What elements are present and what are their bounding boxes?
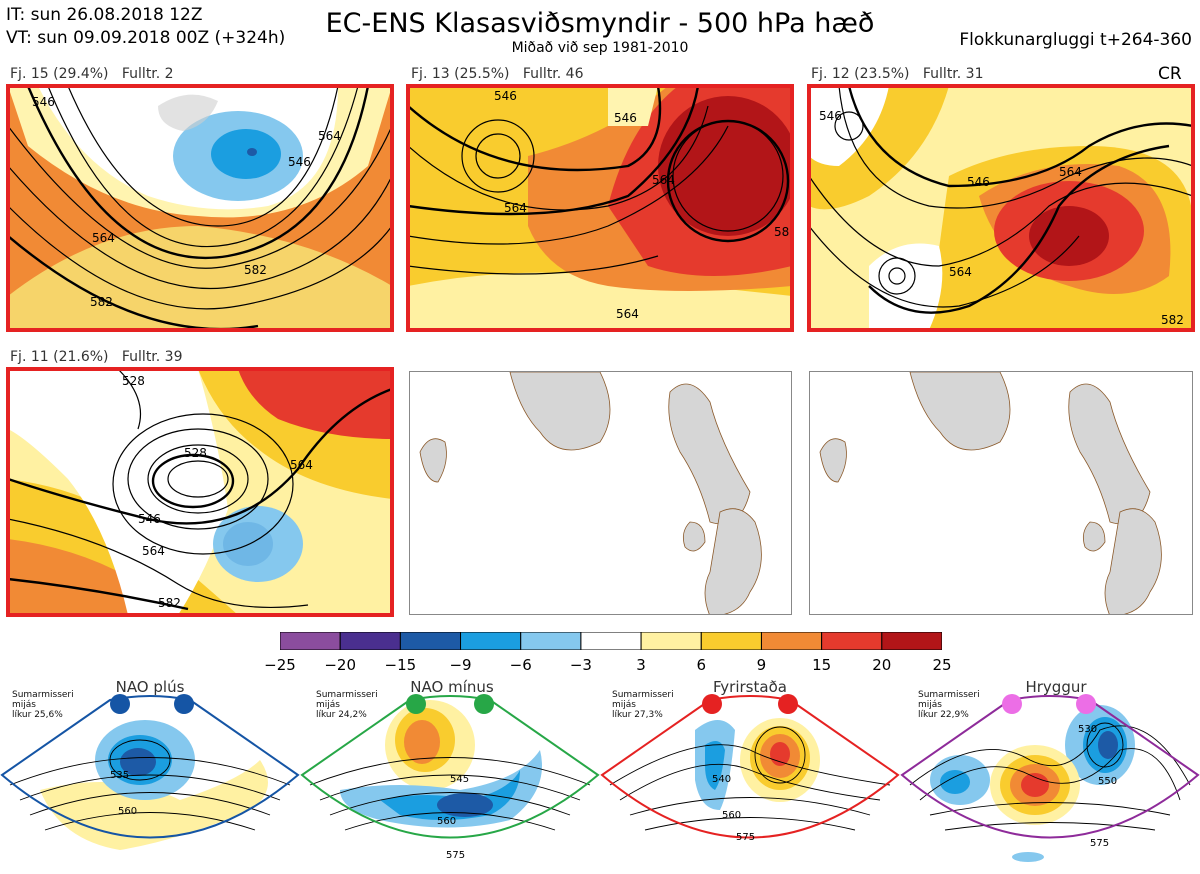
cluster-map-4[interactable]: 528 546 564 564 582 528 [6,367,394,617]
colorbar-cell [339,631,401,651]
regime-4-title: Hryggur [1025,678,1087,696]
svg-text:564: 564 [652,173,675,187]
regime-1-note: Sumarmisseri mijás líkur 25,6% [12,690,74,720]
svg-text:530: 530 [1078,724,1097,735]
colorbar-cell [460,631,522,651]
cluster-map-2[interactable]: 546 564 564 546 564 582 [406,84,794,332]
colorbar-tick-label: −25 [264,656,296,674]
svg-text:560: 560 [118,806,137,817]
colorbar-cell [760,631,823,651]
colorbar-tick-label: 15 [812,656,832,674]
svg-text:564: 564 [142,544,165,558]
svg-text:564: 564 [318,129,341,143]
cluster-map-1[interactable]: 546 564 582 564 546 582 [6,84,394,332]
empty-map-1 [409,371,792,615]
svg-text:546: 546 [967,175,990,189]
colorbar-cell [821,631,883,651]
svg-text:564: 564 [1059,165,1082,179]
cluster-map-3[interactable]: 546 546 564 564 582 [807,84,1195,332]
svg-text:582: 582 [774,225,792,239]
empty-map-2 [809,371,1193,615]
svg-text:564: 564 [504,201,527,215]
regime-2-title: NAO mínus [410,678,494,696]
colorbar-tick-label: 3 [636,656,646,674]
colorbar-cell [580,631,642,651]
svg-text:564: 564 [949,265,972,279]
regime-map-nao-plus[interactable]: 535 560 [0,690,300,870]
svg-text:560: 560 [437,816,456,827]
svg-text:560: 560 [722,810,741,821]
colorbar-tick-label: −9 [449,656,472,674]
svg-text:546: 546 [494,89,517,103]
svg-text:535: 535 [110,770,129,781]
panel-3-label: Fj. 12 (23.5%) Fulltr. 31 [811,66,984,82]
svg-text:528: 528 [122,374,145,388]
colorbar-tick-label: −15 [384,656,417,674]
colorbar-cell [640,631,702,651]
svg-text:546: 546 [614,111,637,125]
colorbar-tick-label: −3 [569,656,592,674]
svg-text:550: 550 [1098,776,1117,787]
regime-4-note: Sumarmisseri mijás líkur 22,9% [918,690,980,720]
svg-text:582: 582 [90,295,113,309]
regime-1-title: NAO plús [115,678,185,696]
regime-3-title: Fyrirstaða [713,678,787,696]
regime-map-blocking[interactable]: 540 560 575 [600,690,900,870]
svg-text:564: 564 [92,231,115,245]
regime-map-nao-minus[interactable]: 545 560 575 [300,690,600,870]
colorbar-cell [279,631,341,651]
colorbar-tick-label: 20 [872,656,892,674]
page-subtitle: Miðað við sep 1981-2010 [511,40,689,56]
colorbar-cell [520,631,582,651]
svg-text:546: 546 [138,512,161,526]
classification-window: Flokkunargluggi t+264-360 [959,30,1192,50]
panel-1-label: Fj. 15 (29.4%) Fulltr. 2 [10,66,174,82]
colorbar-tick-label: 9 [756,656,767,674]
header-info: IT: sun 26.08.2018 12Z VT: sun 09.09.201… [6,4,285,50]
panel-4-label: Fj. 11 (21.6%) Fulltr. 39 [10,349,183,365]
regime-2-note: Sumarmisseri mijás líkur 24,2% [316,690,378,720]
cr-label: CR [1158,64,1182,84]
svg-text:564: 564 [616,307,639,321]
colorbar-tick-label: −20 [324,656,356,674]
regime-map-ridge[interactable]: 530 550 575 [900,690,1200,870]
colorbar-cell [700,631,762,651]
svg-text:546: 546 [32,95,55,109]
svg-text:582: 582 [158,596,181,610]
svg-text:545: 545 [450,774,469,785]
colorbar-cell [881,631,943,651]
svg-text:582: 582 [244,263,267,277]
svg-text:540: 540 [712,774,731,785]
svg-text:546: 546 [819,109,842,123]
colorbar-tick-label: −6 [509,656,532,674]
panel-2-label: Fj. 13 (25.5%) Fulltr. 46 [411,66,584,82]
svg-text:575: 575 [736,832,755,843]
svg-text:528: 528 [184,446,207,460]
svg-text:582: 582 [1161,313,1184,327]
page-title: EC-ENS Klasasviðsmyndir - 500 hPa hæð [325,8,875,39]
colorbar-tick-label: 25 [932,656,952,674]
colorbar-tick-label: 6 [696,656,707,674]
colorbar [279,631,943,651]
regime-3-note: Sumarmisseri mijás líkur 27,3% [612,690,674,720]
svg-text:564: 564 [290,458,313,472]
svg-text:575: 575 [446,850,465,861]
colorbar-cell [399,631,462,651]
initial-time: IT: sun 26.08.2018 12Z [6,5,203,25]
svg-text:575: 575 [1090,838,1109,849]
svg-text:546: 546 [288,155,311,169]
valid-time: VT: sun 09.09.2018 00Z (+324h) [6,28,286,48]
